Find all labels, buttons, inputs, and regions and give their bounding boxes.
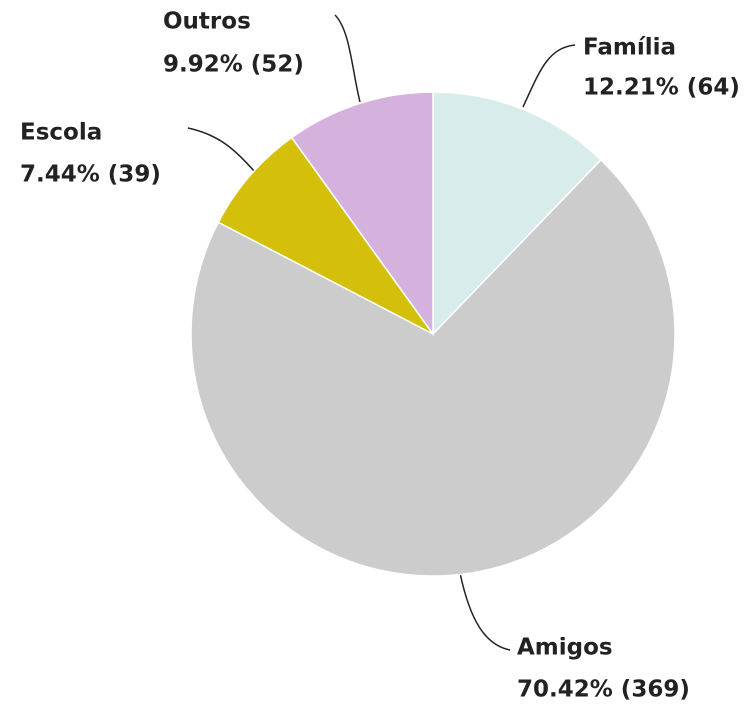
leader-line <box>334 14 361 103</box>
slice-label: Família <box>583 35 676 61</box>
pie-slice <box>217 136 434 335</box>
pie-slice <box>190 158 676 577</box>
slice-label: Escola <box>20 120 102 146</box>
leader-line <box>522 44 576 108</box>
slice-value-label: 12.21% (64) <box>583 75 740 101</box>
slice-label: Amigos <box>517 635 613 661</box>
leader-line <box>187 127 256 173</box>
leader-line <box>459 572 511 651</box>
slice-label: Outros <box>163 9 251 35</box>
pie-slice <box>432 91 603 336</box>
pie-slice <box>290 91 434 337</box>
slice-value-label: 9.92% (52) <box>163 52 304 78</box>
leaders <box>187 14 576 651</box>
slice-value-label: 70.42% (369) <box>517 677 690 703</box>
slice-value-label: 7.44% (39) <box>20 162 161 188</box>
